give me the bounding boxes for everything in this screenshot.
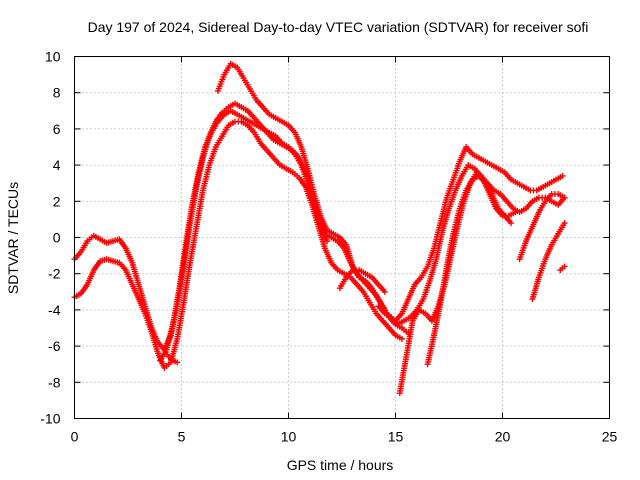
data-point xyxy=(561,220,568,227)
data-point xyxy=(512,209,519,216)
x-tick-label: 0 xyxy=(71,429,79,445)
y-tick-label: -10 xyxy=(40,411,60,427)
data-point xyxy=(508,220,515,227)
x-tick-label: 20 xyxy=(495,429,511,445)
data-marks xyxy=(71,60,568,397)
y-tick-label: -4 xyxy=(48,302,61,318)
series-track-6 xyxy=(392,144,566,324)
plot-frame xyxy=(74,56,610,419)
data-point xyxy=(561,194,568,201)
data-point xyxy=(561,263,568,270)
y-tick-label: 6 xyxy=(53,121,61,137)
series-track-3 xyxy=(157,107,331,364)
grid xyxy=(74,56,610,419)
y-tick-label: 10 xyxy=(45,49,61,65)
data-point xyxy=(398,335,405,342)
y-tick-label: 4 xyxy=(53,157,61,173)
y-tick-label: -2 xyxy=(48,266,61,282)
chart-title: Day 197 of 2024, Sidereal Day-to-day VTE… xyxy=(88,19,589,35)
y-axis-label: SDTVAR / TECUs xyxy=(5,182,21,294)
tick-labels: 0 5 10 15 20 25 -10 -8 -6 -4 -2 0 2 4 6 8 10 xyxy=(40,49,617,445)
x-tick-label: 15 xyxy=(388,429,404,445)
series-track-4 xyxy=(214,60,388,313)
data-point xyxy=(559,172,566,179)
x-tick-label: 25 xyxy=(602,429,618,445)
y-tick-label: 2 xyxy=(53,193,61,209)
data-point xyxy=(174,359,181,366)
x-tick-label: 10 xyxy=(281,429,297,445)
y-tick-label: 8 xyxy=(53,85,61,101)
series-track-5 xyxy=(336,267,388,295)
series-track-11 xyxy=(529,220,568,303)
series-track-7 xyxy=(375,162,568,328)
series-track-12 xyxy=(557,263,568,274)
series-track-9 xyxy=(424,172,515,368)
data-point xyxy=(381,288,388,295)
y-tick-label: -6 xyxy=(48,338,61,354)
series-track-13 xyxy=(161,346,181,366)
series-track-10 xyxy=(516,191,568,263)
x-axis-label: GPS time / hours xyxy=(287,457,394,473)
y-tick-label: 0 xyxy=(53,230,61,246)
x-tick-label: 5 xyxy=(178,429,186,445)
data-point xyxy=(324,238,331,245)
y-tick-label: -8 xyxy=(48,374,61,390)
